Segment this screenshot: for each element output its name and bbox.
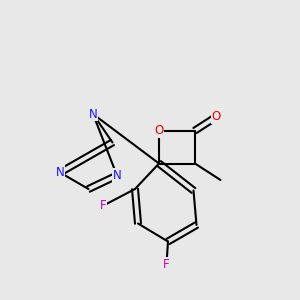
- Text: O: O: [154, 124, 164, 137]
- Text: F: F: [163, 257, 170, 271]
- Text: O: O: [212, 110, 220, 124]
- Text: N: N: [112, 169, 122, 182]
- Text: N: N: [56, 166, 64, 179]
- Text: N: N: [88, 107, 98, 121]
- Text: F: F: [100, 199, 107, 212]
